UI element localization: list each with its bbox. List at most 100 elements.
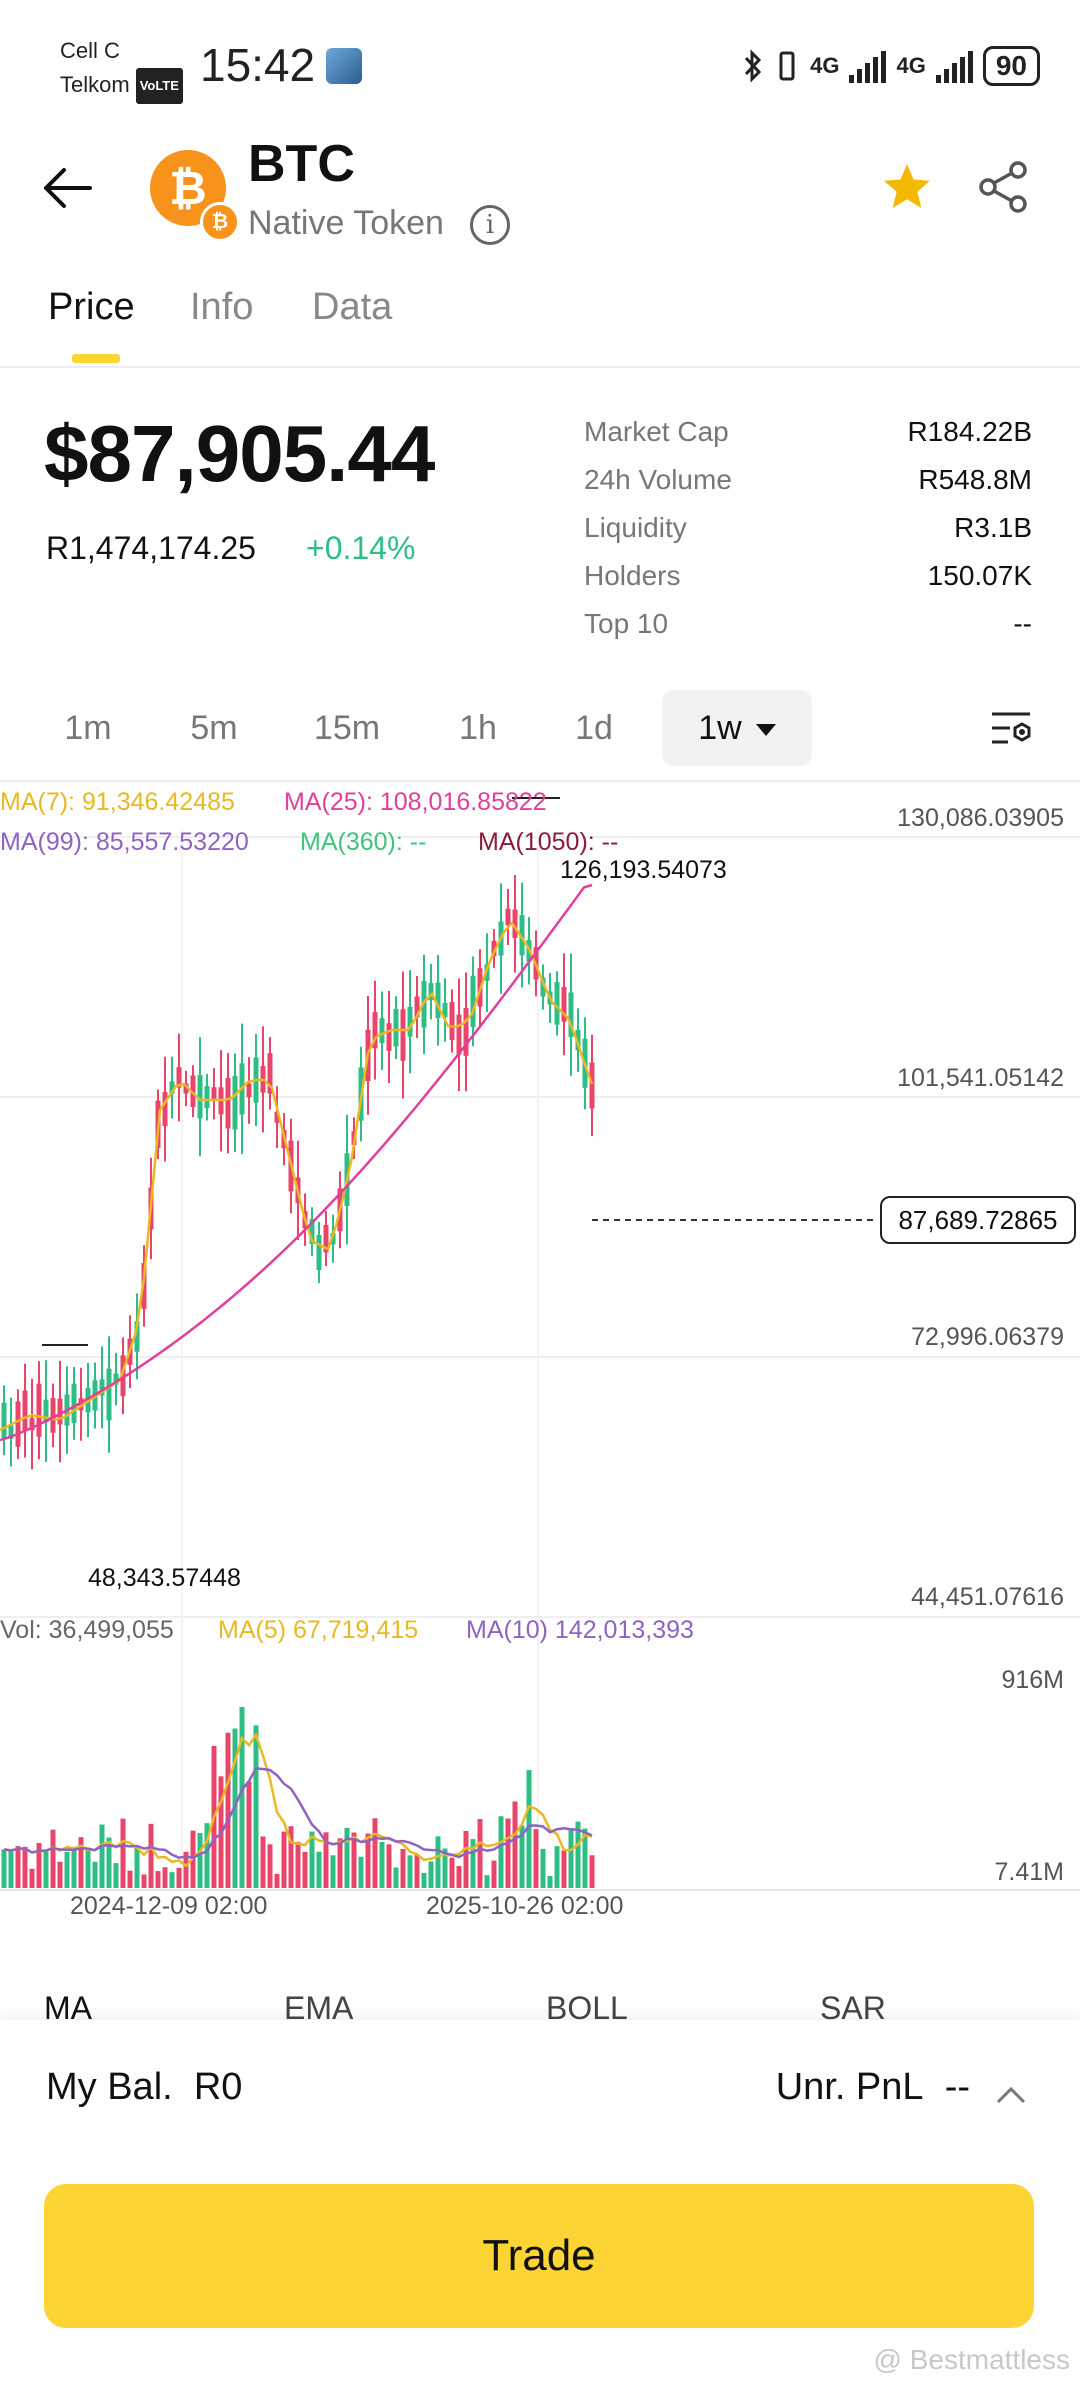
chevron-up-icon[interactable]	[994, 2078, 1028, 2112]
volume-bar	[512, 1801, 518, 1888]
volume-bar	[246, 1781, 252, 1888]
watermark: @ Bestmattless	[873, 2344, 1070, 2375]
volume-bar	[134, 1847, 140, 1888]
candle-body	[113, 1373, 119, 1385]
volume-bar	[505, 1818, 511, 1888]
interval-1d[interactable]: 1d	[575, 709, 613, 747]
volume-bar	[155, 1871, 161, 1888]
volume-bar	[29, 1868, 35, 1888]
candle-body	[470, 975, 476, 1027]
balance-label: My Bal.	[46, 2066, 173, 2108]
volume-bar	[414, 1855, 420, 1888]
info-icon[interactable]: i	[470, 205, 510, 245]
candle-body	[554, 982, 560, 1025]
candle-body	[428, 983, 434, 1001]
battery-icon: 90	[982, 46, 1040, 86]
volume-bar	[1, 1849, 7, 1888]
volume-bar	[358, 1856, 364, 1888]
chart-settings-icon[interactable]	[988, 706, 1034, 752]
stat-value: R184.22B	[907, 416, 1032, 447]
volume-bar	[281, 1831, 287, 1888]
stat-row: 24h Volume R548.8M	[584, 456, 1032, 504]
interval-15m[interactable]: 15m	[313, 709, 381, 747]
candle-body	[316, 1235, 322, 1270]
candle-body	[442, 1002, 448, 1018]
volume-bar	[463, 1830, 469, 1888]
interval-5m[interactable]: 5m	[190, 709, 238, 747]
candle-body	[22, 1390, 28, 1431]
volume-bar	[197, 1832, 203, 1888]
volume-bar	[260, 1836, 266, 1888]
volume-y-label: 916M	[1001, 1666, 1064, 1694]
volume-bar	[204, 1823, 210, 1888]
volume-bar	[141, 1874, 147, 1888]
candle-body	[274, 1111, 280, 1123]
unrealized-pnl[interactable]: Unr. PnL --	[776, 2066, 970, 2109]
candle-body	[8, 1425, 14, 1439]
candle-body	[99, 1379, 105, 1396]
price-change: +0.14%	[306, 530, 416, 566]
volume-bar	[92, 1861, 98, 1888]
interval-1h[interactable]: 1h	[459, 709, 497, 747]
stat-label: Liquidity	[584, 512, 687, 543]
favorite-star-icon[interactable]	[880, 160, 934, 214]
token-symbol: BTC	[248, 135, 355, 193]
volume-bar	[71, 1848, 77, 1888]
volume-bar	[491, 1860, 497, 1888]
volume-bar	[575, 1821, 581, 1888]
candle-body	[162, 1092, 168, 1127]
volume-bar	[421, 1872, 427, 1888]
candlestick-chart[interactable]	[0, 780, 1080, 1930]
volume-bar	[57, 1861, 63, 1888]
y-axis-label: 44,451.07616	[911, 1583, 1064, 1611]
volume-bar	[407, 1855, 413, 1888]
volume-bar	[176, 1867, 182, 1888]
candle-body	[372, 1011, 378, 1049]
candle-body	[1, 1402, 7, 1438]
ma7-line	[0, 920, 594, 1432]
tab-price[interactable]: Price	[48, 286, 135, 328]
status-time: 15:42	[200, 39, 316, 91]
candle-body	[393, 1008, 399, 1047]
interval-1m[interactable]: 1m	[64, 709, 112, 747]
x-axis-label: 2025-10-26 02:00	[426, 1892, 624, 1920]
tabs-divider	[0, 366, 1080, 368]
tab-data[interactable]: Data	[312, 286, 393, 328]
chevron-down-icon	[755, 724, 776, 737]
volume-bar	[64, 1851, 70, 1888]
candle-body	[43, 1399, 49, 1423]
volume-ma10-label: MA(10) 142,013,393	[466, 1616, 694, 1644]
trade-button[interactable]: Trade	[44, 2184, 1034, 2328]
candle-body	[435, 982, 441, 1019]
volume-bar	[15, 1846, 21, 1888]
volume-bar	[582, 1828, 588, 1888]
x-axis-label: 2024-12-09 02:00	[70, 1892, 268, 1920]
volume-bar	[435, 1836, 441, 1888]
volume-bar	[372, 1818, 378, 1888]
volume-bar	[526, 1770, 532, 1888]
interval-1w[interactable]: 1w	[662, 690, 812, 766]
chart-top-divider	[0, 780, 1080, 782]
stat-label: 24h Volume	[584, 464, 732, 495]
share-icon[interactable]	[976, 160, 1030, 214]
back-arrow-icon[interactable]	[40, 160, 96, 216]
candle-body	[575, 1029, 581, 1051]
volume-bar	[498, 1816, 504, 1888]
volume-bar	[547, 1875, 553, 1888]
chain-badge: ₿	[200, 202, 240, 242]
status-icons: 4G 4G 90	[742, 44, 1040, 88]
balance-value: R0	[193, 2066, 243, 2108]
candle-body	[246, 1083, 252, 1098]
volume-bar	[337, 1838, 343, 1888]
stat-value: R548.8M	[918, 464, 1032, 495]
token-subtitle: Native Token	[248, 204, 444, 242]
ma360-label: MA(360): --	[300, 828, 427, 856]
candle-body	[463, 1007, 469, 1056]
stat-row: Top 10 --	[584, 600, 1032, 648]
candle-body	[400, 1009, 406, 1061]
volume-bar	[22, 1846, 28, 1888]
candle-body	[78, 1398, 84, 1411]
tab-info[interactable]: Info	[190, 286, 254, 328]
volume-bar	[85, 1849, 91, 1888]
volume-bar	[113, 1863, 119, 1888]
